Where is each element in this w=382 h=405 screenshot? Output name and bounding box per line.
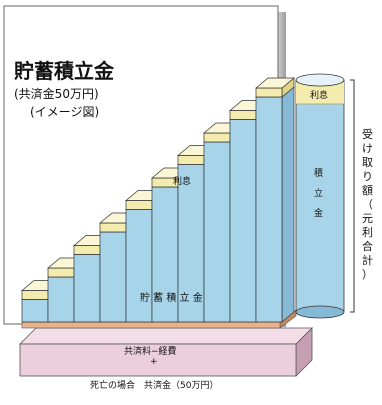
fee-line-label: 共済料−経費 [124,345,177,357]
received-amount-char: 受 [362,128,373,141]
savings-bar [255,96,283,323]
savings-bars-label: 貯 蓄 積 立 金 [140,291,203,304]
interest-block [203,132,231,143]
interest-block [73,245,101,255]
cylinder-label: 積立金 [314,167,323,219]
cylinder-label-char: 立 [314,187,323,199]
interest-block [125,200,153,210]
savings-bar [203,141,231,323]
savings-bar-side [281,86,295,323]
interest-block-top [255,77,295,89]
savings-bar [73,254,101,323]
cylinder-interest-band [296,82,344,104]
interest-block [21,290,49,300]
received-amount-char: 額 [362,184,373,197]
cylinder-label-char: 金 [314,207,323,219]
savings-bar [21,299,49,323]
base-label: 死亡の場合 共済金（50万円） [90,379,218,391]
interest-label-small: 利息 [173,175,191,187]
cylinder-body [295,79,345,313]
base-slab-top [19,327,313,345]
savings-bar [47,276,75,323]
base-slab-front [19,343,297,377]
diagram-title: 貯蓄積立金 [14,59,115,83]
received-amount-char: 計 [362,253,373,267]
received-amount-char: （ [362,198,373,211]
savings-bar [229,119,257,323]
savings-steps [21,77,295,323]
received-amount-char: 利 [362,226,373,239]
received-amount-char: ） [362,268,373,281]
received-amount-char: 合 [362,239,373,253]
right-bracket [350,79,355,313]
received-amount-char: け [362,142,373,155]
total-cylinder: 利息 積立金 [295,73,345,319]
diagram-subtitle-amount: (共済金50万円) [14,86,99,101]
interest-block [255,87,283,98]
interest-block [47,267,75,278]
cylinder-interest-label: 利息 [310,89,328,101]
cylinder-bottom [295,305,345,319]
savings-bar [125,209,153,323]
cylinder-top [295,73,345,87]
interest-block [177,155,205,165]
diagram-subtitle-image: (イメージ図) [30,105,99,119]
interest-block [99,222,127,233]
received-amount-char: 取 [362,156,373,169]
fee-strip [21,321,281,329]
savings-bar [99,231,127,323]
interest-block [229,110,257,120]
plus-sign: + [150,357,158,367]
cylinder-label-char: 積 [314,167,323,179]
received-amount-char: り [362,170,373,183]
received-amount-char: 元 [362,212,373,225]
